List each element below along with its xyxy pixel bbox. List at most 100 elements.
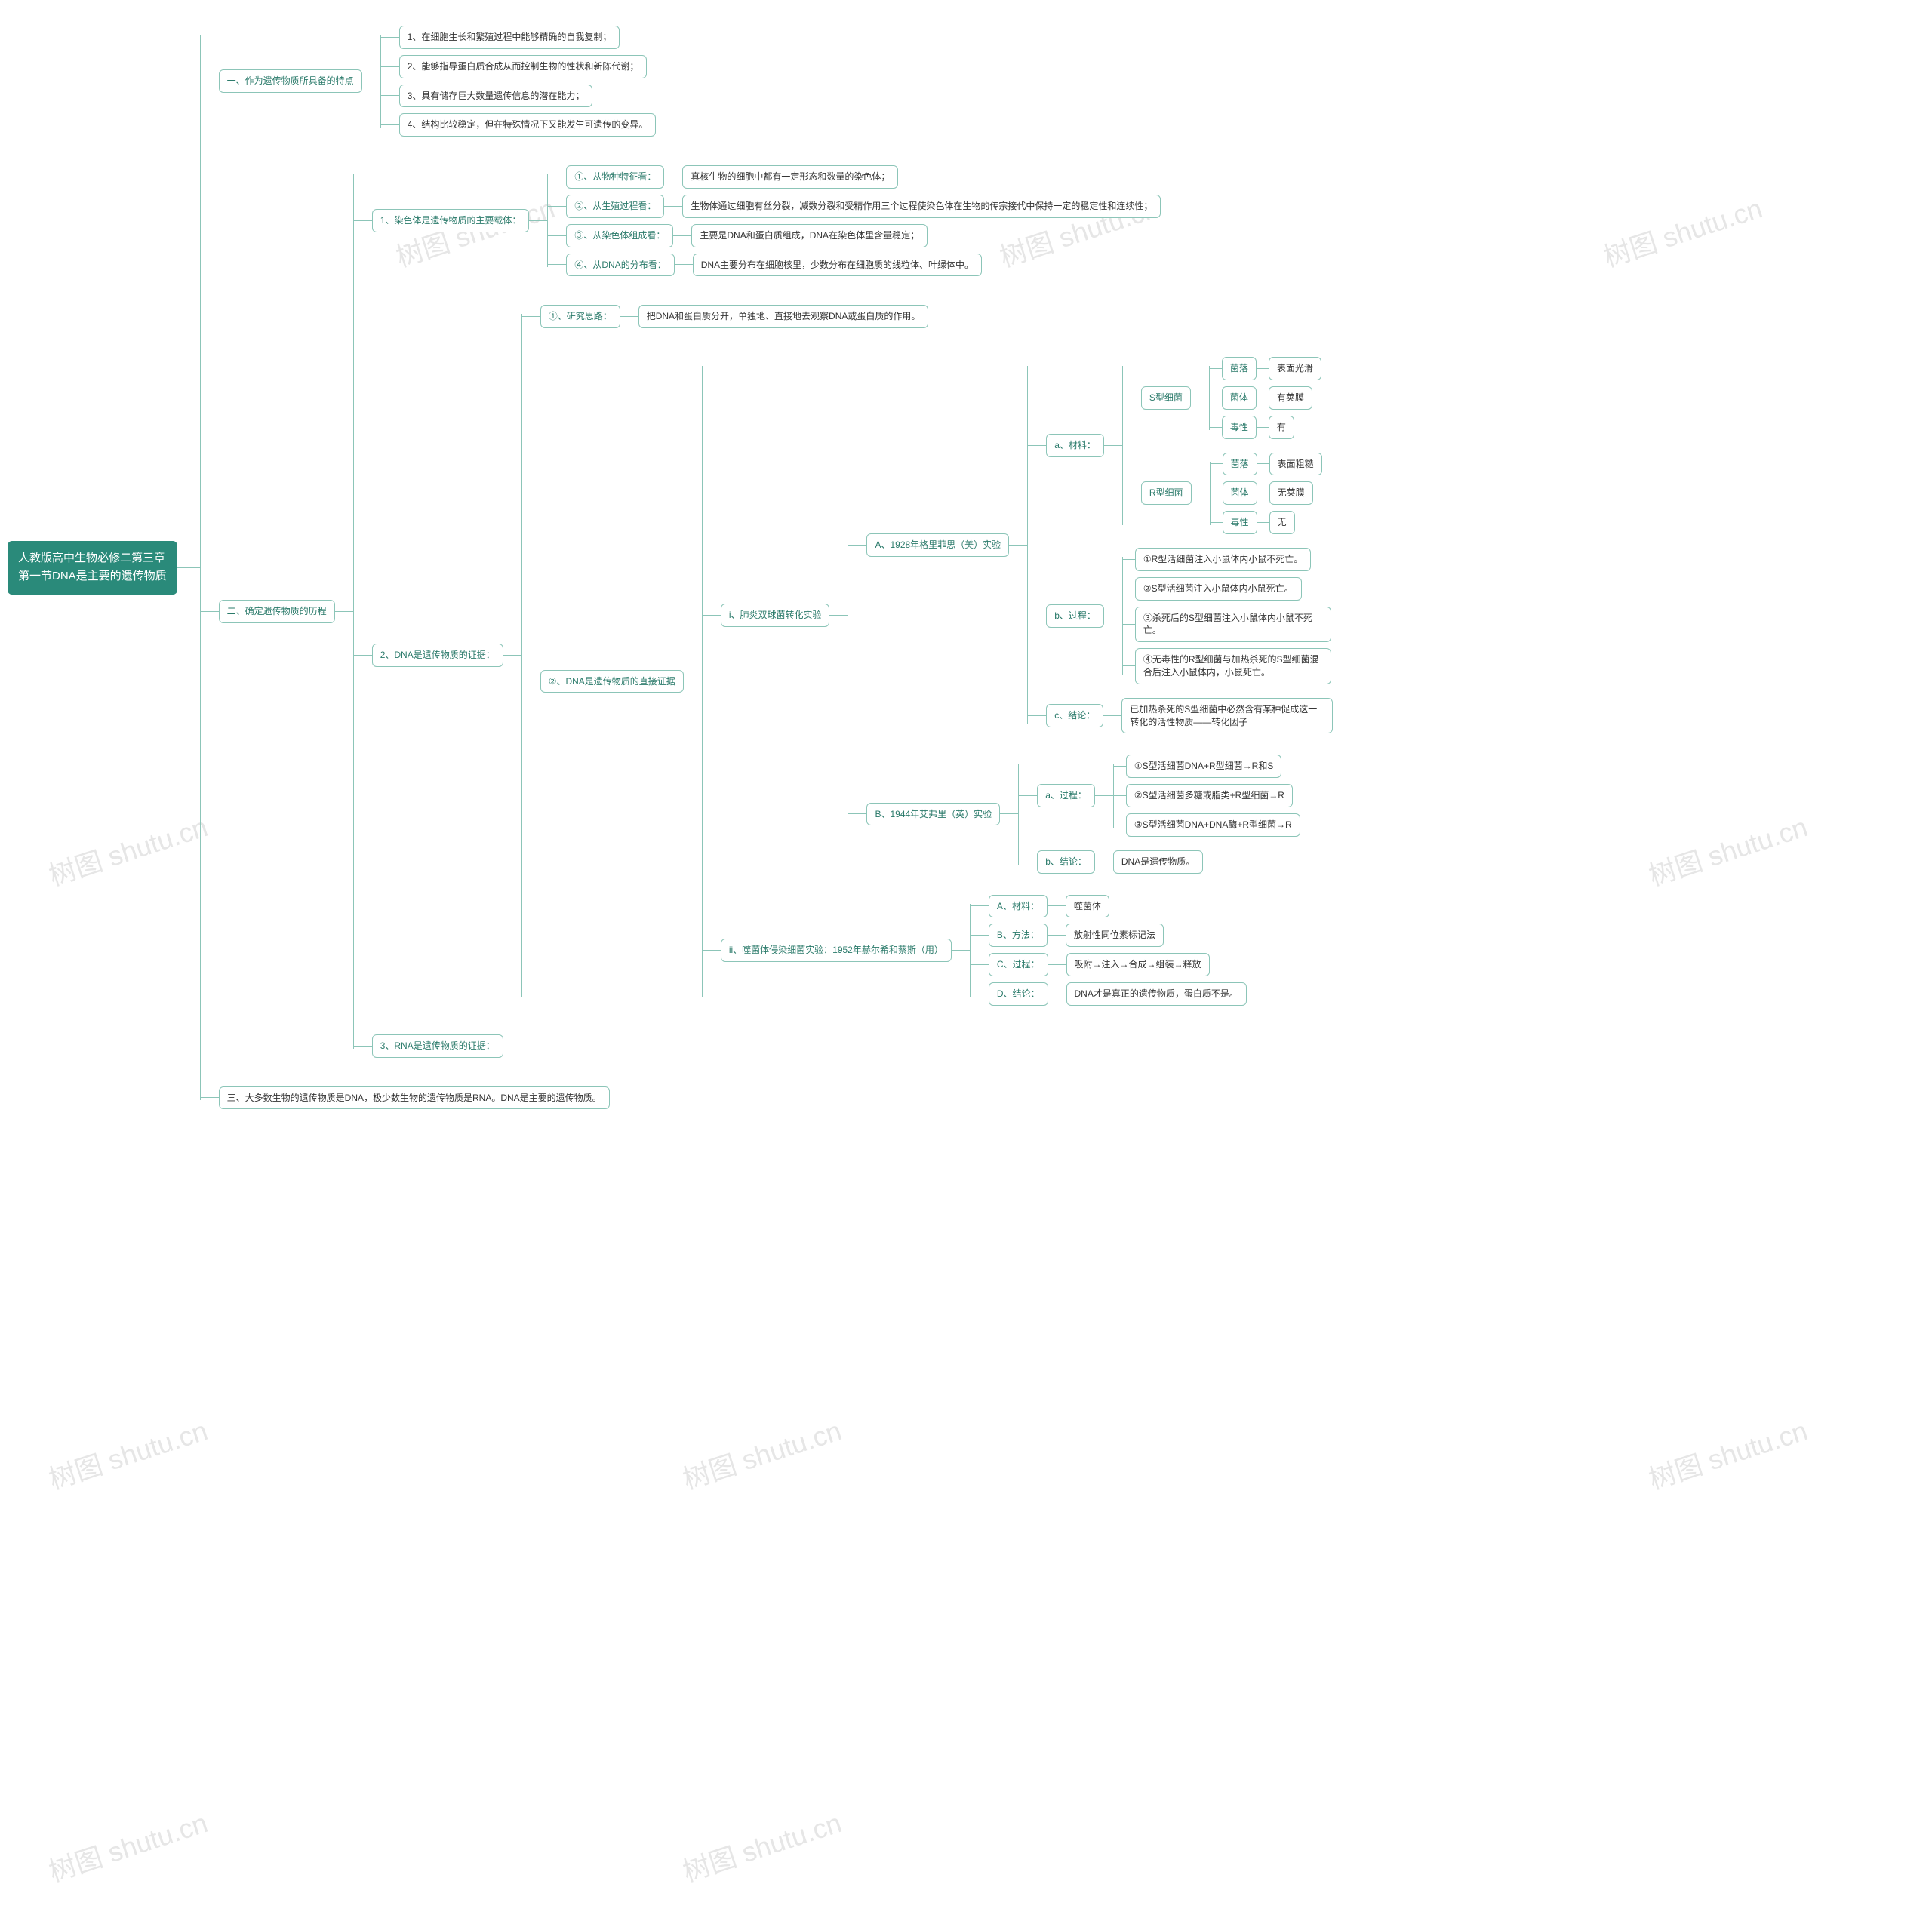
connector — [548, 206, 566, 207]
connector — [1019, 795, 1037, 796]
connector — [1210, 368, 1222, 369]
sub1-item-text: 主要是DNA和蛋白质组成，DNA在染色体里含量稳定； — [691, 224, 928, 247]
avery-process-label: a、过程： — [1037, 784, 1095, 807]
prop-key: 菌体 — [1223, 481, 1257, 505]
sub1-item-label: ④、从DNA的分布看： — [566, 254, 674, 277]
s-bacteria: S型细菌 — [1123, 354, 1322, 441]
connector — [971, 905, 989, 906]
sub1-item-text: 生物体通过细胞有丝分裂，减数分裂和受精作用三个过程使染色体在生物的传宗接代中保持… — [682, 195, 1161, 218]
connector — [1048, 935, 1066, 936]
prop-val: 有 — [1269, 416, 1294, 439]
connector — [620, 316, 638, 317]
watermark: 树图 shutu.cn — [43, 1409, 211, 1498]
avery-step: ①S型活细菌DNA+R型细菌→R和S — [1126, 755, 1281, 778]
exp-ii-item-label: B、方法： — [989, 924, 1048, 947]
section2-sub1: 1、染色体是遗传物质的主要载体： ①、从物种特征看：真核生物的细胞中都有一定形态… — [354, 162, 1334, 279]
prop-val: 有荚膜 — [1269, 386, 1312, 410]
mindmap-root-container: 人教版高中生物必修二第三章 第一节DNA是主要的遗传物质 一、作为遗传物质所具备… — [8, 23, 1909, 1112]
connector — [354, 220, 372, 221]
connector — [1123, 559, 1135, 560]
connector — [952, 950, 970, 951]
exp-ii-item-label: C、过程： — [989, 953, 1048, 976]
connector — [381, 37, 399, 38]
connector — [1104, 445, 1122, 446]
level1-group: 一、作为遗传物质所具备的特点 1、在细胞生长和繁殖过程中能够精确的自我复制； 2… — [200, 23, 1334, 1112]
exp-i-title: i、肺炎双球菌转化实验 — [721, 604, 830, 627]
section2-sub3-title: 3、RNA是遗传物质的证据： — [372, 1034, 503, 1058]
connector — [1257, 463, 1269, 464]
exp-ii-item-label: A、材料： — [989, 895, 1048, 918]
watermark: 树图 shutu.cn — [1643, 1409, 1811, 1498]
connector — [1000, 813, 1018, 814]
connector — [1257, 427, 1269, 428]
connector — [1257, 522, 1269, 523]
section1-item: 3、具有储存巨大数量遗传信息的潜在能力； — [399, 85, 593, 108]
section1-item: 2、能够指导蛋白质合成从而控制生物的性状和新陈代谢； — [399, 55, 648, 78]
section2-title: 二、确定遗传物质的历程 — [219, 600, 335, 623]
connector — [1095, 795, 1113, 796]
connector — [673, 235, 691, 236]
process-step: ①R型活细菌注入小鼠体内小鼠不死亡。 — [1135, 548, 1311, 571]
connector — [664, 206, 682, 207]
avery-conclusion-text: DNA是遗传物质。 — [1113, 850, 1203, 874]
griffith-process: b、过程： — [1028, 545, 1333, 687]
exp-ii-item-text: 吸附→注入→合成→组装→释放 — [1066, 953, 1210, 976]
connector — [1103, 715, 1121, 716]
connector — [1211, 463, 1223, 464]
connector — [177, 567, 200, 568]
connector — [1257, 368, 1269, 369]
prop-key: 菌体 — [1222, 386, 1257, 410]
griffith-conclusion: c、结论： 已加热杀死的S型细菌中必然含有某种促成这一转化的活性物质——转化因子 — [1028, 695, 1333, 737]
research-text: 把DNA和蛋白质分开，单独地、直接地去观察DNA或蛋白质的作用。 — [638, 305, 929, 328]
connector — [1028, 445, 1046, 446]
section2-sub2-title: 2、DNA是遗传物质的证据： — [372, 644, 503, 667]
process-step: ④无毒性的R型细菌与加热杀死的S型细菌混合后注入小鼠体内，小鼠死亡。 — [1135, 648, 1331, 684]
section1-title: 一、作为遗传物质所具备的特点 — [219, 69, 362, 93]
conclusion-text: 已加热杀死的S型细菌中必然含有某种促成这一转化的活性物质——转化因子 — [1121, 698, 1333, 734]
connector — [1114, 795, 1126, 796]
exp-ii-title: ii、噬菌体侵染细菌实验：1952年赫尔希和蔡斯（用） — [721, 939, 952, 962]
process-label: b、过程： — [1046, 604, 1104, 628]
prop-val: 无荚膜 — [1269, 481, 1313, 505]
griffith-material: a、材料： — [1028, 354, 1333, 537]
r-bacteria: R型细菌 — [1123, 450, 1322, 537]
avery-conclusion-label: b、结论： — [1037, 850, 1095, 874]
evidence-label: ②、DNA是遗传物质的直接证据 — [540, 670, 684, 693]
sub1-item-label: ②、从生殖过程看： — [566, 195, 664, 218]
sub1-item-text: DNA主要分布在细胞核里，少数分布在细胞质的线粒体、叶绿体中。 — [693, 254, 982, 277]
avery-title: B、1944年艾弗里（英）实验 — [866, 803, 1000, 826]
connector — [1048, 964, 1066, 965]
connector — [1114, 766, 1126, 767]
section1-item: 1、在细胞生长和繁殖过程中能够精确的自我复制； — [399, 26, 620, 49]
sub1-item-label: ①、从物种特征看： — [566, 165, 664, 189]
exp-i-A: A、1928年格里菲思（美）实验 — [848, 354, 1333, 736]
section2-sub3: 3、RNA是遗传物质的证据： — [354, 1031, 1334, 1061]
exp-ii-item-text: 放射性同位素标记法 — [1066, 924, 1164, 947]
root-line2: 第一节DNA是主要的遗传物质 — [18, 568, 167, 585]
s-bacteria-name: S型细菌 — [1141, 386, 1191, 410]
section3-branch: 三、大多数生物的遗传物质是DNA，极少数生物的遗传物质是RNA。DNA是主要的遗… — [201, 1083, 1334, 1113]
process-step: ③杀死后的S型细菌注入小鼠体内小鼠不死亡。 — [1135, 607, 1331, 643]
root-line1: 人教版高中生物必修二第三章 — [18, 550, 167, 567]
connector — [703, 950, 721, 951]
research-label: ①、研究思路： — [540, 305, 620, 328]
avery-step: ②S型活细菌多糖或脂类+R型细菌→R — [1126, 784, 1293, 807]
connector — [829, 615, 848, 616]
root-node: 人教版高中生物必修二第三章 第一节DNA是主要的遗传物质 — [8, 541, 177, 595]
connector — [971, 964, 989, 965]
connector — [971, 935, 989, 936]
avery-step: ③S型活细菌DNA+DNA酶+R型细菌→R — [1126, 813, 1300, 837]
connector — [354, 1046, 372, 1047]
connector — [381, 95, 399, 96]
connector — [1028, 715, 1046, 716]
connector — [335, 611, 353, 612]
exp-i: i、肺炎双球菌转化实验 — [703, 354, 1333, 876]
connector — [675, 264, 693, 265]
connector — [381, 124, 399, 125]
connector — [548, 264, 566, 265]
process-step: ②S型活细菌注入小鼠体内小鼠死亡。 — [1135, 577, 1302, 601]
exp-i-B: B、1944年艾弗里（英）实验 — [848, 751, 1333, 876]
section3-title: 三、大多数生物的遗传物质是DNA，极少数生物的遗传物质是RNA。DNA是主要的遗… — [219, 1086, 610, 1110]
section1-item: 4、结构比较稳定，但在特殊情况下又能发生可遗传的变异。 — [399, 113, 657, 137]
section2-branch: 二、确定遗传物质的历程 1、染色体是遗传物质的主要载体： — [201, 162, 1334, 1060]
